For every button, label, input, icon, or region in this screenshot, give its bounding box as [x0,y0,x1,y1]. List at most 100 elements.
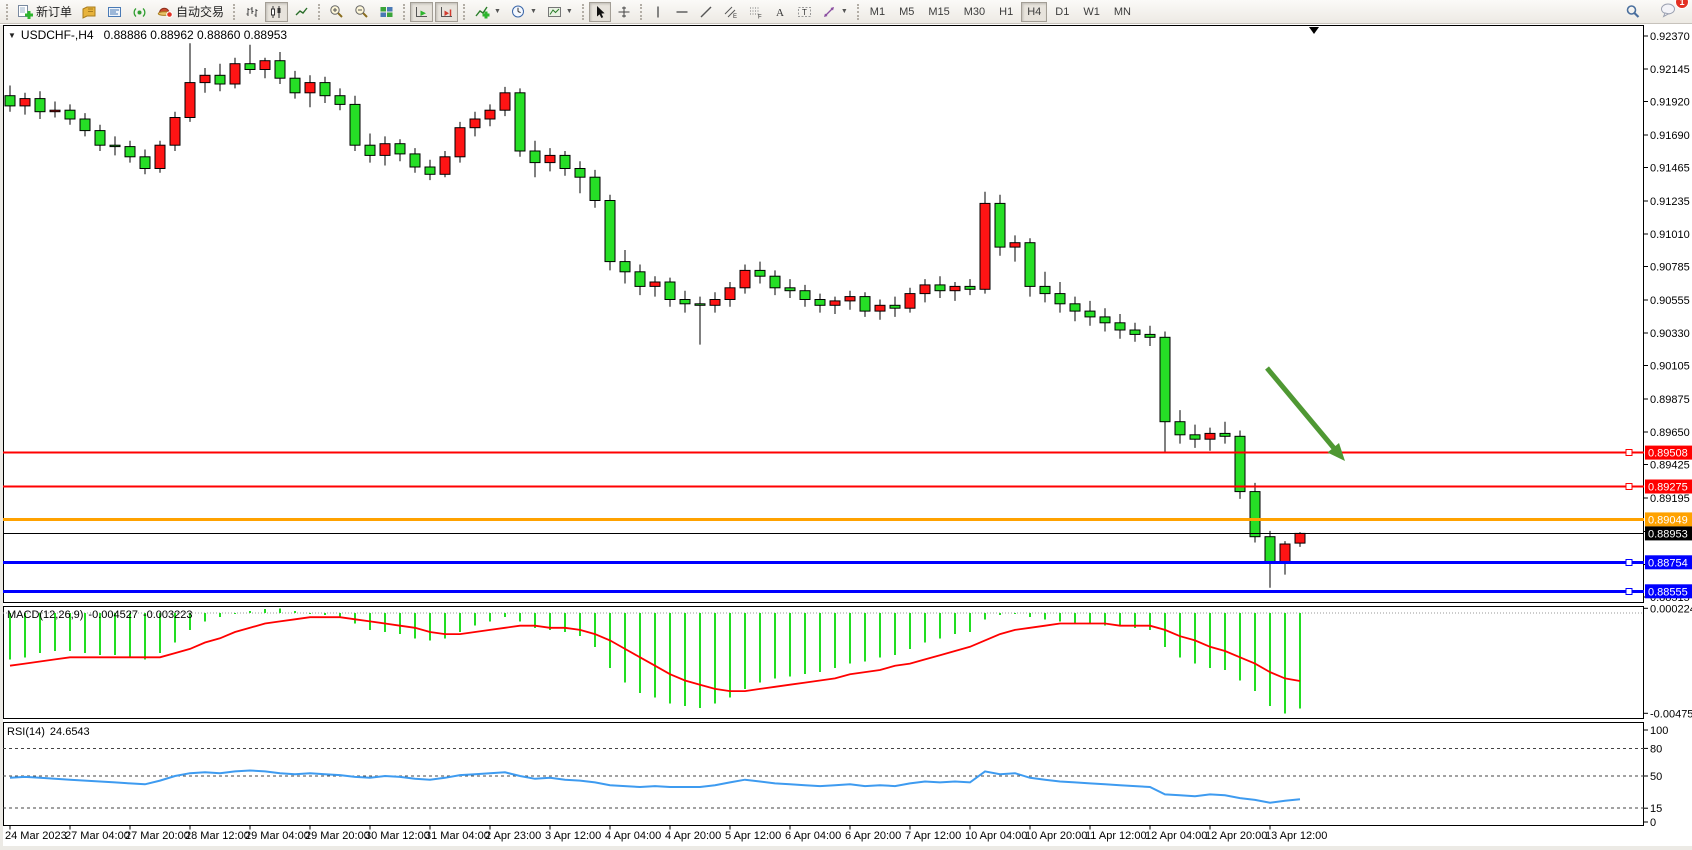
hline-handle[interactable] [1625,449,1633,457]
periods-button[interactable]: ▼ [507,2,541,22]
indicators-button[interactable]: ▼ [470,2,505,22]
candle [319,82,331,97]
candle [94,130,106,146]
tile-windows-button[interactable] [375,2,398,22]
zoom-in-icon [330,5,343,18]
shapes-button[interactable]: ▼ [818,2,852,22]
profiles-button[interactable] [78,2,101,22]
candle [964,285,976,290]
search-button[interactable] [1621,2,1645,22]
macd-signal-value: -0.003223 [142,609,193,621]
svg-text:3 Apr 12:00: 3 Apr 12:00 [545,830,601,842]
auto-trading-button[interactable]: 自动交易 [153,2,228,22]
candle [274,60,286,79]
horizontal-lines[interactable] [3,449,1644,595]
svg-text:12 Apr 20:00: 12 Apr 20:00 [1205,830,1267,842]
candle [484,109,496,120]
svg-text:0: 0 [1650,817,1656,829]
collapse-window-icon[interactable]: ▼ [8,31,16,40]
toolbar-grip[interactable] [403,3,406,20]
chat-button[interactable] [1656,0,1681,20]
candle [289,77,301,94]
candle [409,153,421,168]
cursor-button[interactable] [588,1,611,22]
candle [649,281,661,287]
bar-chart-button[interactable] [240,2,263,22]
timeframe-mn-button[interactable]: MN [1108,2,1137,22]
timeframe-m15-button[interactable]: M15 [922,2,955,22]
svg-text:0.91235: 0.91235 [1650,196,1690,208]
auto-trading-icon [157,7,173,18]
chart-shift-button[interactable] [435,1,459,22]
chat-icon [1661,3,1675,18]
rsi-axis[interactable]: 100 80 50 15 0 [1644,725,1668,829]
candle [394,143,406,155]
macd-axis[interactable]: 0.000224 -0.004753 [1644,603,1692,720]
new-order-button[interactable]: 新订单 [13,2,76,22]
timeframe-h1-button[interactable]: H1 [993,2,1019,22]
cursor-icon [596,5,605,18]
vertical-line-button[interactable] [647,2,669,22]
toolbar-grip[interactable] [856,3,859,20]
pane-borders [0,24,1692,850]
line-chart-icon [295,7,308,15]
candlestick-chart-button[interactable] [265,1,289,22]
trendline-button[interactable] [695,2,717,22]
svg-text:0.90105: 0.90105 [1650,361,1690,373]
toolbar-grip[interactable] [233,3,236,20]
candle [1069,303,1081,312]
toolbar-grip[interactable] [581,3,584,20]
hline-handle[interactable] [1625,483,1633,490]
hline-handle[interactable] [1625,558,1633,566]
candle [724,287,736,300]
timeframe-m30-button[interactable]: M30 [958,2,991,22]
line-chart-button[interactable] [290,2,313,22]
timeframe-w1-button[interactable]: W1 [1077,2,1106,22]
signals-button[interactable] [128,2,151,22]
macd-pane [3,606,1644,719]
candle [994,202,1006,248]
candle [304,82,316,94]
candle [694,303,706,306]
text-button[interactable]: A [769,2,791,22]
candle [214,74,226,85]
candle [544,154,556,164]
macd-main-value: -0.004527 [88,609,138,621]
toolbar-grip[interactable] [639,3,642,20]
fibonacci-button[interactable]: F [744,2,767,22]
zoom-out-button[interactable] [350,2,373,22]
equidistant-channel-button[interactable]: E [719,2,742,22]
toolbar-grip[interactable] [6,3,8,20]
zoom-in-button[interactable] [325,2,348,22]
timeframe-m1-button[interactable]: M1 [864,2,891,22]
auto-scroll-button[interactable] [410,1,434,22]
fibonacci-icon: F [749,7,762,19]
hline-handle[interactable] [1625,587,1633,595]
candle [829,300,841,306]
chart-title: ▼ USDCHF-,H4 0.88886 0.88962 0.88860 0.889… [8,28,287,42]
rsi-pane [3,722,1644,826]
market-watch-button[interactable] [103,2,126,22]
text-label-button[interactable]: T [793,2,816,22]
timeframe-h4-button[interactable]: H4 [1021,1,1048,22]
chevron-down-icon: ▼ [565,8,573,15]
candlesticks [4,43,1306,588]
trend-arrow[interactable] [1265,366,1345,461]
toolbar-grip[interactable] [318,3,321,20]
timeframe-d1-button[interactable]: D1 [1049,2,1075,22]
crosshair-button[interactable] [613,2,635,22]
trendline-icon [700,6,712,17]
toolbar-grip[interactable] [463,3,466,20]
candle [814,299,826,306]
templates-button[interactable]: ▼ [543,2,577,22]
horizontal-line-button[interactable] [671,2,693,22]
candle [1054,293,1066,305]
svg-text:0.90330: 0.90330 [1650,328,1690,340]
svg-text:0.91010: 0.91010 [1650,229,1690,241]
timeframe-m5-button[interactable]: M5 [893,2,920,22]
notification-badge[interactable]: 1 [1675,0,1689,9]
svg-text:0.89508: 0.89508 [1648,448,1688,460]
